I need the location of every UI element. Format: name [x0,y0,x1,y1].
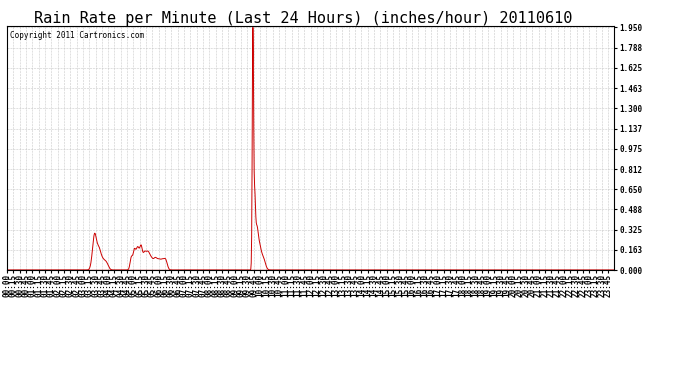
Text: Rain Rate per Minute (Last 24 Hours) (inches/hour) 20110610: Rain Rate per Minute (Last 24 Hours) (in… [34,11,573,26]
Text: Copyright 2011 Cartronics.com: Copyright 2011 Cartronics.com [10,31,144,40]
